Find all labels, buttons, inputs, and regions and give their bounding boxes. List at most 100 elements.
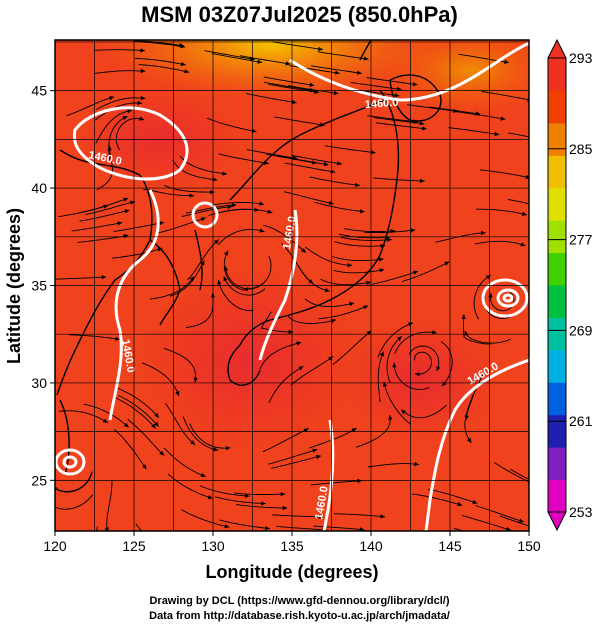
streamline-arrowhead xyxy=(254,207,259,212)
streamline-arrowhead xyxy=(159,450,164,456)
streamline-arrowhead xyxy=(357,478,362,484)
streamline-arrowhead xyxy=(291,99,297,105)
streamline xyxy=(95,109,133,144)
contour-label: 1460.0 xyxy=(281,215,299,250)
streamline-arrowhead xyxy=(328,356,334,361)
streamline-arrowhead xyxy=(212,177,218,182)
colorbar-segment xyxy=(548,220,566,254)
x-tick-label: 125 xyxy=(122,538,146,554)
streamline-arrowhead xyxy=(119,561,124,565)
streamline-arrowhead xyxy=(285,61,291,66)
streamline-arrowhead xyxy=(351,428,357,433)
streamline-arrowhead xyxy=(140,48,145,53)
streamline-arrowhead xyxy=(101,275,107,280)
streamline-arrowhead xyxy=(366,330,372,336)
contour-low-pacific-core xyxy=(502,293,514,303)
streamline xyxy=(132,40,184,47)
streamline xyxy=(317,51,369,60)
streamline-arrowhead xyxy=(525,174,529,180)
korea-coastline xyxy=(149,239,181,326)
streamline-arrowhead xyxy=(298,366,304,371)
streamline-arrowhead xyxy=(172,550,177,554)
streamline-arrowhead xyxy=(140,68,146,74)
streamline-arrowhead xyxy=(441,381,447,387)
x-tick-label: 145 xyxy=(438,538,462,554)
streamline-arrowhead xyxy=(461,314,466,319)
x-tick-label: 130 xyxy=(201,538,225,554)
streamline xyxy=(304,298,355,307)
streamline-arrowhead xyxy=(337,161,342,166)
streamline-arrowhead xyxy=(115,336,120,341)
streamline xyxy=(96,145,113,191)
streamline xyxy=(259,341,302,370)
streamline xyxy=(117,387,160,418)
streamline-arrowhead xyxy=(122,116,128,121)
y-axis-label: Latitude (degrees) xyxy=(4,208,24,364)
streamline-arrowhead xyxy=(107,145,112,151)
streamline xyxy=(274,116,325,126)
streamline-arrowhead xyxy=(436,366,441,371)
streamline xyxy=(375,122,427,130)
streamline-arrowhead xyxy=(422,126,427,131)
streamline xyxy=(355,415,391,448)
colorbar-tick-label: 293 xyxy=(569,50,593,66)
warm-region-northeast xyxy=(380,40,529,115)
x-tick-label: 135 xyxy=(280,538,304,554)
streamline xyxy=(448,127,500,136)
streamline xyxy=(377,322,414,358)
y-tick-label: 30 xyxy=(31,375,47,391)
streamline xyxy=(181,509,230,528)
streamline-arrowhead xyxy=(370,150,376,155)
y-tick-labels: 25 30 35 40 45 xyxy=(31,83,47,489)
x-axis-label: Longitude (degrees) xyxy=(205,562,378,582)
streamline xyxy=(429,106,481,115)
colorbar-segment xyxy=(548,479,566,513)
streamline xyxy=(350,81,402,90)
y-tick-label: 25 xyxy=(31,472,47,488)
streamline xyxy=(318,305,369,319)
streamline-arrowhead xyxy=(401,409,406,415)
streamline xyxy=(313,525,365,531)
streamline xyxy=(364,229,416,234)
streamline-arrowhead xyxy=(413,270,419,275)
streamline-arrowhead xyxy=(224,524,230,529)
streamline xyxy=(96,97,146,110)
streamline-arrowhead xyxy=(139,116,144,121)
streamline-arrowhead xyxy=(504,59,509,64)
streamline xyxy=(260,311,294,333)
colorbar-tick-label: 269 xyxy=(569,322,593,338)
streamline-arrowhead xyxy=(318,514,324,519)
streamline-arrowhead xyxy=(363,56,369,61)
streamline xyxy=(479,169,529,179)
streamline xyxy=(106,481,113,531)
streamline-arrowhead xyxy=(481,230,486,236)
hokkaido-coastline xyxy=(389,74,442,122)
streamline-arrowhead xyxy=(180,61,186,67)
contour-label: 1460.0 xyxy=(364,97,398,111)
streamline-arrowhead xyxy=(217,279,222,285)
streamline xyxy=(311,65,362,74)
streamline-arrowhead xyxy=(308,279,314,284)
colorbar-segment xyxy=(548,317,566,351)
streamline-arrowhead xyxy=(392,362,397,368)
streamline-arrowhead xyxy=(347,263,353,268)
streamline xyxy=(309,176,360,186)
streamline xyxy=(268,448,318,465)
streamline-arrowhead xyxy=(296,341,302,346)
streamline xyxy=(167,473,213,499)
streamline-arrowhead xyxy=(494,131,500,137)
streamline-arrowhead xyxy=(200,217,206,222)
streamline xyxy=(55,276,107,280)
streamline xyxy=(118,395,160,427)
streamline-arrowhead xyxy=(259,201,265,206)
streamline-arrowhead xyxy=(388,415,393,420)
streamline xyxy=(332,330,372,365)
streamline-arrowhead xyxy=(117,221,123,226)
streamline xyxy=(58,410,109,424)
streamline-arrowhead xyxy=(323,161,329,167)
streamline xyxy=(182,416,219,451)
streamline-arrowhead xyxy=(123,422,129,428)
streamline-arrowhead xyxy=(324,287,330,293)
contour-small-closed xyxy=(191,201,219,229)
streamline xyxy=(494,462,529,483)
